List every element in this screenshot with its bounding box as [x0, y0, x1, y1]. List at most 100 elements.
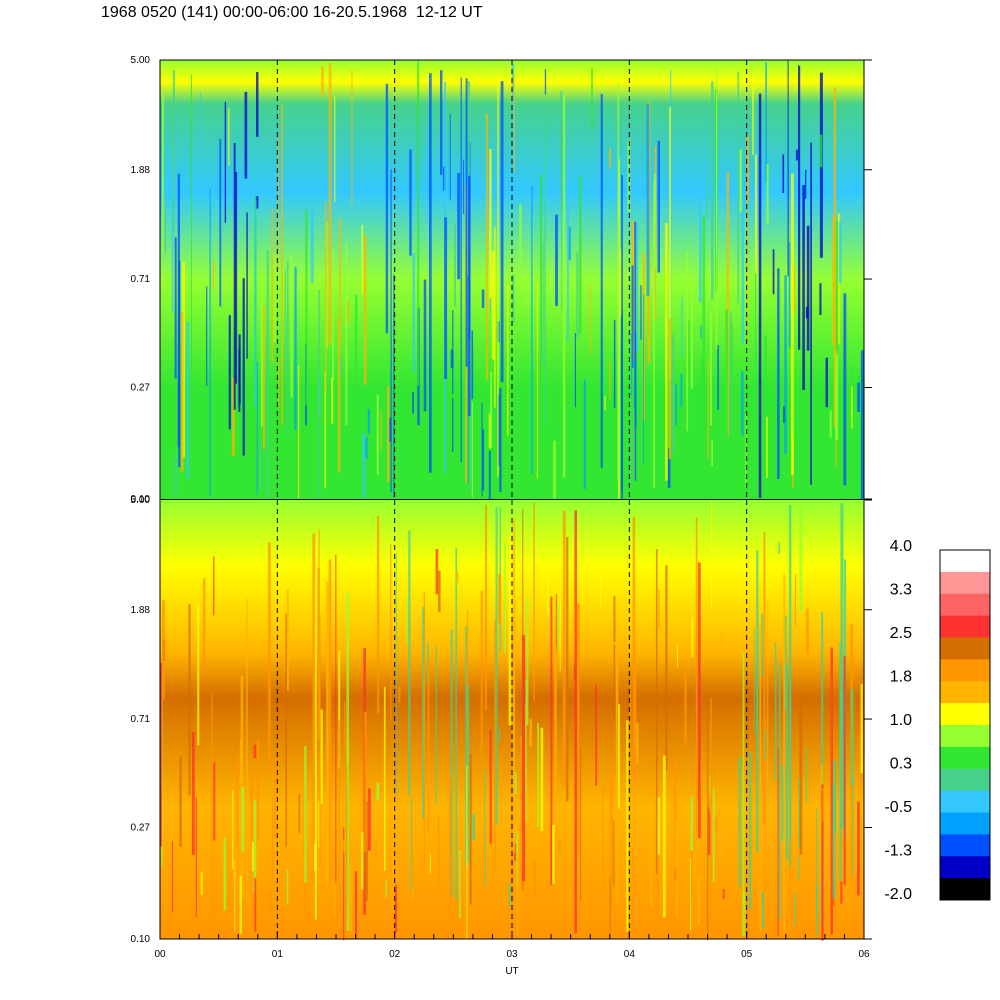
heatmap-cell [392, 843, 394, 913]
heatmap-cell [246, 212, 248, 359]
heatmap-cell [558, 603, 560, 651]
heatmap-cell [830, 647, 833, 935]
heatmap-cell [617, 82, 620, 482]
heatmap-cell [533, 860, 536, 896]
colorbar-label: 4.0 [890, 538, 912, 555]
heatmap-cell [231, 377, 235, 456]
heatmap-cell [684, 672, 687, 746]
colorbar-label: -0.5 [884, 799, 912, 816]
heatmap-cell [422, 606, 425, 819]
heatmap-cell [698, 562, 701, 838]
heatmap-cell [583, 379, 586, 489]
heatmap-cell [795, 149, 798, 161]
heatmap-cell [513, 74, 515, 173]
heatmap-cell [454, 223, 456, 307]
x-tick-label: 01 [272, 949, 284, 960]
heatmap-cell [211, 693, 213, 918]
heatmap-cell [376, 394, 379, 475]
colorbar-segment [940, 856, 990, 879]
heatmap-cell [613, 319, 616, 409]
colorbar-frame [939, 549, 991, 901]
heatmap-cell [794, 893, 797, 927]
heatmap-cell [256, 72, 259, 137]
heatmap-cell [782, 154, 785, 193]
heatmap-cell [354, 294, 358, 493]
heatmap-cell [851, 386, 853, 429]
heatmap-cell [589, 285, 591, 354]
heatmap-cell [806, 225, 810, 351]
heatmap-cell [512, 518, 516, 854]
heatmap-cell [262, 305, 265, 450]
heatmap-cell [363, 712, 367, 853]
heatmap-cell [690, 851, 693, 898]
colorbar-segment [940, 550, 990, 573]
heatmap-cell [162, 93, 164, 253]
heatmap-cell [252, 842, 254, 872]
heatmap-cell [367, 409, 370, 434]
heatmap-cell [774, 642, 777, 781]
heatmap-cell [351, 69, 353, 206]
heatmap-cell [833, 760, 837, 834]
heatmap-cell [241, 786, 245, 852]
heatmap-cell [561, 129, 563, 311]
heatmap-cell [256, 739, 260, 842]
heatmap-cell [537, 722, 539, 828]
heatmap-cell [255, 196, 259, 209]
heatmap-cell [343, 827, 345, 941]
heatmap-cell [798, 777, 800, 848]
heatmap-cell [234, 860, 236, 933]
heatmap-cell [337, 318, 341, 473]
top-y-axis: 5.00 1.88 0.71 0.27 0.10 [131, 55, 872, 505]
heatmap-cell [615, 645, 619, 905]
heatmap-cell [495, 506, 498, 825]
heatmap-cell [613, 596, 616, 643]
heatmap-cell [297, 365, 300, 499]
heatmap-cell [712, 788, 715, 883]
heatmap-cell [717, 345, 719, 410]
heatmap-cell [466, 765, 468, 940]
heatmap-cell [738, 757, 740, 776]
heatmap-cell [794, 574, 797, 626]
heatmap-cell [635, 722, 639, 763]
colorbar-label: 2.5 [890, 625, 912, 642]
heatmap-cell [385, 879, 387, 898]
heatmap-cell [634, 221, 637, 481]
heatmap-cell [304, 746, 307, 883]
heatmap-cell [387, 386, 390, 482]
heatmap-cell [788, 242, 791, 348]
heatmap-cell [395, 884, 398, 932]
heatmap-cell [179, 756, 182, 847]
heatmap-cell [361, 225, 364, 294]
heatmap-cell [636, 222, 639, 352]
heatmap-cell [763, 532, 766, 825]
heatmap-cell [767, 601, 769, 790]
heatmap-cell [484, 769, 486, 887]
heatmap-cell [437, 816, 440, 884]
heatmap-cell [802, 185, 805, 390]
bottom-y-axis: 5.00 1.88 0.71 0.27 0.10 [131, 495, 872, 945]
heatmap-cell [706, 173, 708, 219]
heatmap-cell [792, 265, 796, 314]
heatmap-cell [286, 262, 289, 437]
heatmap-cell [766, 164, 769, 224]
heatmap-cell [338, 218, 341, 344]
heatmap-cell [349, 864, 352, 932]
heatmap-cell [499, 388, 502, 492]
heatmap-cell [634, 676, 637, 785]
heatmap-cell [172, 70, 175, 233]
y-tick-label: 1.88 [131, 165, 151, 176]
heatmap-cell [618, 704, 620, 809]
heatmap-cell [423, 279, 427, 412]
heatmap-cell [650, 810, 653, 908]
heatmap-cell [821, 784, 824, 941]
heatmap-cell [562, 94, 566, 478]
colorbar-segment [940, 703, 990, 726]
heatmap-cell [778, 542, 780, 554]
heatmap-cell [489, 298, 491, 311]
heatmap-cell [602, 785, 604, 890]
heatmap-cell [805, 169, 807, 199]
heatmap-cell [700, 358, 704, 435]
heatmap-cell [555, 594, 558, 653]
heatmap-cell [566, 537, 569, 802]
heatmap-cell [285, 613, 287, 847]
